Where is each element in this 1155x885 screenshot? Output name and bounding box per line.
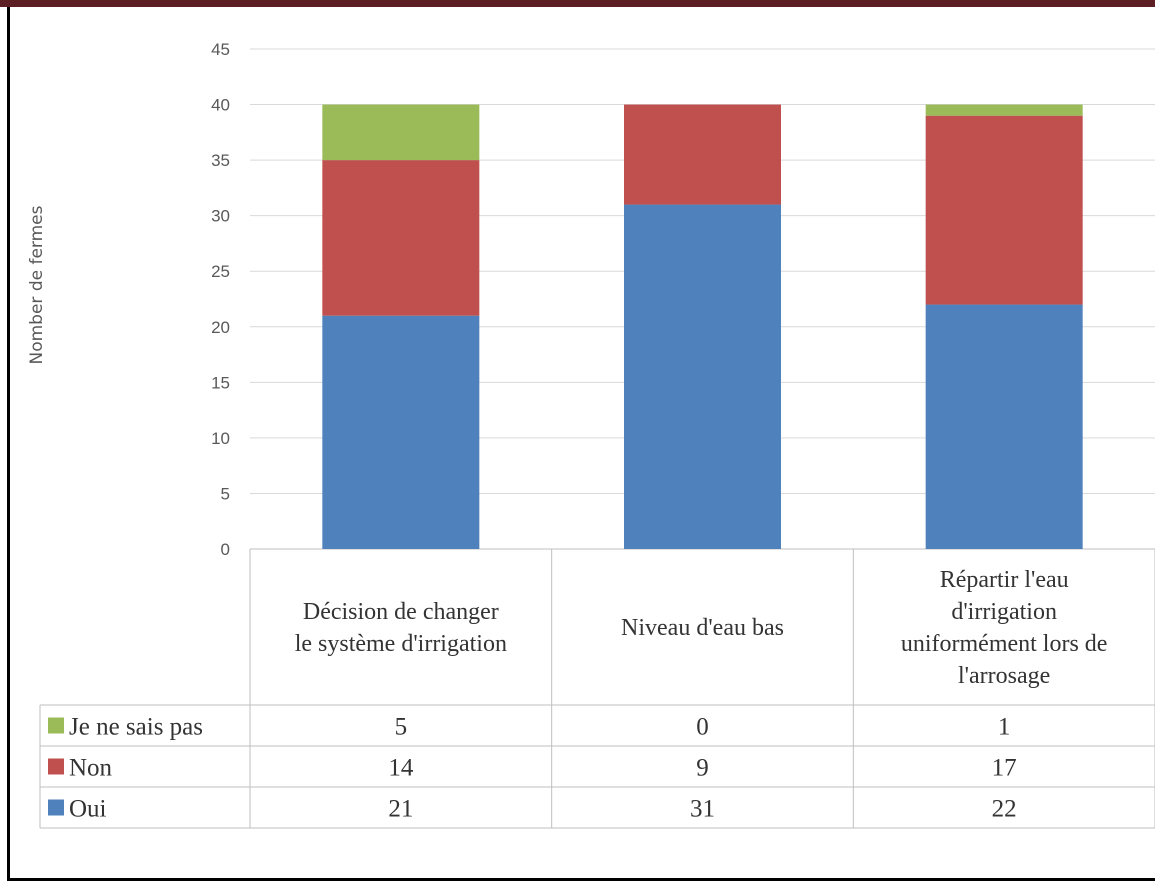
table-value: 17 [992,755,1017,782]
table-value: 31 [690,796,715,823]
bar-segment-oui [925,304,1083,549]
y-tick-label: 10 [211,429,230,448]
data-table: Décision de changer le système d'irrigati… [39,549,1155,829]
bar-segment-je-ne-sais-pas [925,104,1083,116]
table-value: 21 [388,796,413,823]
bars [322,104,1083,550]
y-tick-label: 15 [211,373,230,392]
legend-swatch [48,799,64,816]
legend-label: Je ne sais pas [69,714,203,741]
y-tick-label: 25 [211,262,230,281]
bar-segment-oui [624,204,781,550]
y-tick-label: 45 [211,40,230,59]
y-axis-label: Nomber de fermes [27,205,47,364]
x-category-label: Répartir l'eau d'irrigation uniformément l… [901,567,1108,689]
y-tick-label: 0 [221,540,230,559]
table-value: 5 [395,714,408,741]
chart-frame [7,7,1155,881]
x-category-label-line: Décision de changer [303,599,499,625]
x-category-label-line: le système d'irrigation [295,631,507,657]
y-tick-labels: 0 5 10 15 20 25 30 35 40 45 [211,40,230,559]
table-value: 14 [388,755,414,782]
legend-label: Oui [69,796,107,823]
top-border-bar [0,0,1155,7]
legend-swatch [48,717,64,734]
x-category-label-line: Répartir l'eau [940,567,1069,593]
x-category-label: Décision de changer le système d'irrigati… [295,599,507,657]
y-tick-label: 40 [211,96,230,115]
legend-swatch [48,758,64,775]
y-tick-label: 35 [211,151,230,170]
bar-segment-oui [322,315,480,549]
bar-segment-non [322,160,480,316]
x-category-label-line: uniformément lors de [901,631,1108,657]
table-value: 22 [992,796,1017,823]
bar-segment-non [925,115,1083,305]
y-tick-label: 30 [211,207,230,226]
x-category-label-line: l'arrosage [958,663,1050,689]
y-tick-label: 5 [221,484,230,503]
x-category-label-line: Niveau d'eau bas [621,615,784,641]
x-category-label: Niveau d'eau bas [621,615,784,641]
legend-label: Non [69,755,113,782]
table-value: 0 [696,714,709,741]
bar-segment-non [624,104,781,205]
bar-segment-je-ne-sais-pas [322,104,480,161]
y-tick-label: 20 [211,318,230,337]
x-category-label-line: d'irrigation [951,599,1057,625]
table-value: 9 [696,755,709,782]
table-value: 1 [998,714,1011,741]
